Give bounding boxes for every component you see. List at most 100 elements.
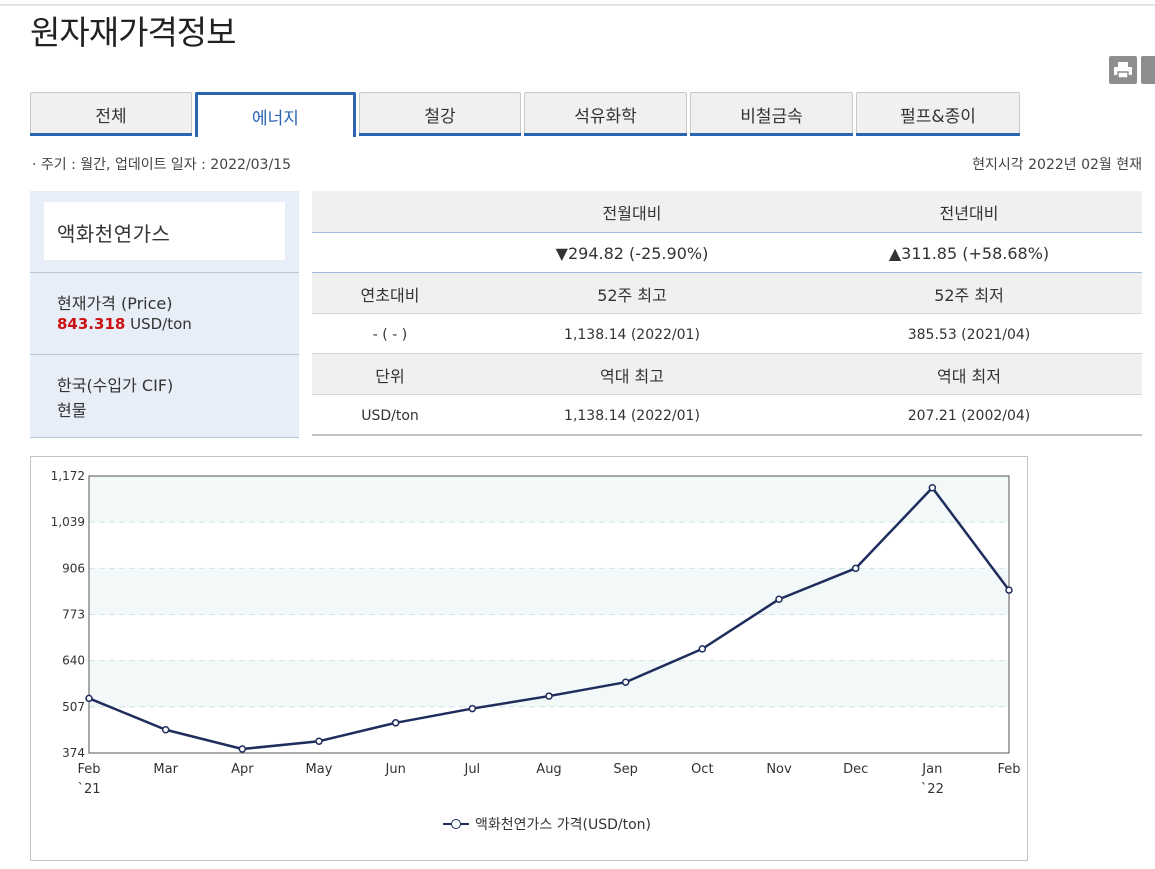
tab-petrochemical[interactable]: 석유화학 — [524, 92, 687, 136]
data-point — [621, 678, 630, 686]
market-spot: 현물 — [57, 401, 87, 420]
commodity-summary: 액화천연가스 현재가격 (Price) 843.318 USD/ton 한국(수… — [30, 191, 299, 438]
y-tick-label: 1,039 — [51, 515, 85, 529]
x-year-label: `22 — [921, 782, 944, 797]
row-divider — [312, 313, 1142, 314]
data-point — [775, 595, 783, 603]
tab-label: 펄프&종이 — [900, 107, 976, 127]
divider — [30, 354, 299, 355]
x-year-label: `21 — [77, 782, 100, 797]
current-price: 843.318 — [57, 315, 126, 333]
tab-label: 철강 — [424, 107, 456, 127]
tab-label: 에너지 — [252, 108, 299, 129]
stats-header-row: 단위 역대 최고 역대 최저 — [312, 354, 1142, 395]
atl-header: 역대 최저 — [937, 366, 1001, 386]
x-tick-label: Mar — [153, 762, 178, 777]
y-tick-label: 640 — [62, 654, 85, 668]
data-point — [238, 745, 247, 753]
low52-value: 385.53 (2021/04) — [907, 326, 1031, 343]
data-point — [851, 564, 860, 573]
x-tick-label: Feb — [997, 762, 1020, 777]
x-tick-label: Dec — [843, 762, 868, 777]
x-tick-label: Jun — [385, 762, 406, 777]
row-divider — [312, 353, 1142, 354]
tab-nonferrous[interactable]: 비철금속 — [690, 92, 853, 136]
printer-icon — [1114, 62, 1132, 79]
table-bottom — [312, 434, 1142, 436]
x-tick-label: Oct — [691, 762, 713, 777]
data-point — [391, 719, 400, 727]
plot-band — [89, 568, 1009, 615]
y-tick-label: 1,172 — [51, 469, 85, 483]
y-tick-label: 906 — [62, 561, 85, 575]
local-time: 현지시각 2022년 02월 현재 — [972, 157, 1142, 173]
row-divider — [312, 394, 1142, 395]
share-button[interactable] — [1141, 56, 1155, 84]
x-tick-label: Apr — [231, 762, 254, 777]
tab-label: 석유화학 — [574, 107, 637, 127]
plot-band — [89, 660, 1009, 707]
stats-header-row: 연초대비 52주 최고 52주 최저 — [312, 273, 1142, 314]
data-point — [85, 694, 93, 703]
data-point — [698, 645, 707, 653]
tab-label: 비철금속 — [740, 107, 803, 127]
data-point — [1005, 586, 1013, 594]
price-chart: 374 507 640 773 906 1,039 1,172 Feb `21 Mar Apr May… — [30, 456, 1028, 861]
ath-header: 역대 최고 — [600, 366, 664, 386]
low52-header: 52주 최저 — [934, 285, 1004, 305]
y-tick-label: 773 — [62, 608, 85, 622]
x-tick-label: Sep — [613, 762, 638, 777]
price-row: 843.318 USD/ton — [57, 315, 192, 333]
print-button[interactable] — [1109, 56, 1137, 84]
data-point — [545, 692, 553, 700]
ytd-header: 연초대비 — [360, 285, 420, 305]
legend-label: 액화천연가스 가격(USD/ton) — [475, 817, 651, 833]
stats-value-row: - ( - ) 1,138.14 (2022/01) 385.53 (2021/… — [312, 314, 1142, 355]
data-point — [468, 704, 477, 713]
x-tick-label: Aug — [536, 762, 561, 777]
data-point — [928, 484, 937, 492]
line-chart: 374 507 640 773 906 1,039 1,172 Feb `21 Mar Apr May… — [51, 469, 1021, 797]
mom-value: ▼294.82 (-25.90%) — [555, 244, 709, 263]
plot-band — [89, 614, 1009, 661]
stats-change-row: ▼294.82 (-25.90%) ▲311.85 (+58.68%) — [312, 233, 1142, 274]
unit-header: 단위 — [375, 366, 405, 386]
row-divider — [312, 232, 1142, 233]
mom-header: 전월대비 — [602, 203, 662, 223]
y-tick-label: 374 — [62, 746, 85, 760]
plot-band — [89, 522, 1009, 569]
tab-pulp-paper[interactable]: 펄프&종이 — [856, 92, 1020, 136]
stats-value-row: USD/ton 1,138.14 (2022/01) 207.21 (2002/… — [312, 395, 1142, 436]
x-tick-label: May — [306, 762, 333, 777]
tab-steel[interactable]: 철강 — [359, 92, 521, 136]
ath-value: 1,138.14 (2022/01) — [564, 407, 700, 424]
top-divider — [0, 4, 1155, 6]
high52-header: 52주 최고 — [597, 285, 667, 305]
y-tick-label: 507 — [62, 700, 85, 714]
x-tick-label: Jul — [463, 762, 480, 777]
tab-all[interactable]: 전체 — [30, 92, 192, 136]
price-unit: USD/ton — [130, 315, 192, 333]
market-type: 한국(수입가 CIF) — [57, 376, 174, 395]
plot-band — [89, 476, 1009, 523]
tab-energy[interactable]: 에너지 — [195, 92, 356, 137]
x-tick-label: Feb — [77, 762, 100, 777]
atl-value: 207.21 (2002/04) — [907, 407, 1031, 424]
update-info: · 주기 : 월간, 업데이트 일자 : 2022/03/15 — [32, 157, 291, 173]
page-title: 원자재가격정보 — [30, 13, 237, 52]
category-tabs: 전체 에너지 철강 석유화학 비철금속 펄프&종이 — [30, 92, 1020, 137]
data-point — [315, 737, 323, 745]
stats-header-row: 전월대비 전년대비 — [312, 191, 1142, 232]
plot-frame — [88, 475, 1010, 754]
data-point — [161, 725, 170, 734]
legend-marker-icon — [443, 817, 469, 831]
yoy-header: 전년대비 — [939, 203, 999, 223]
divider — [30, 272, 299, 273]
commodity-name: 액화천연가스 — [44, 202, 285, 260]
ytd-value: - ( - ) — [372, 326, 408, 343]
yoy-value: ▲311.85 (+58.68%) — [888, 244, 1050, 263]
x-tick-label: Nov — [766, 762, 792, 777]
high52-value: 1,138.14 (2022/01) — [564, 326, 700, 343]
chart-legend[interactable]: 액화천연가스 가격(USD/ton) — [443, 814, 651, 834]
divider — [30, 437, 299, 438]
